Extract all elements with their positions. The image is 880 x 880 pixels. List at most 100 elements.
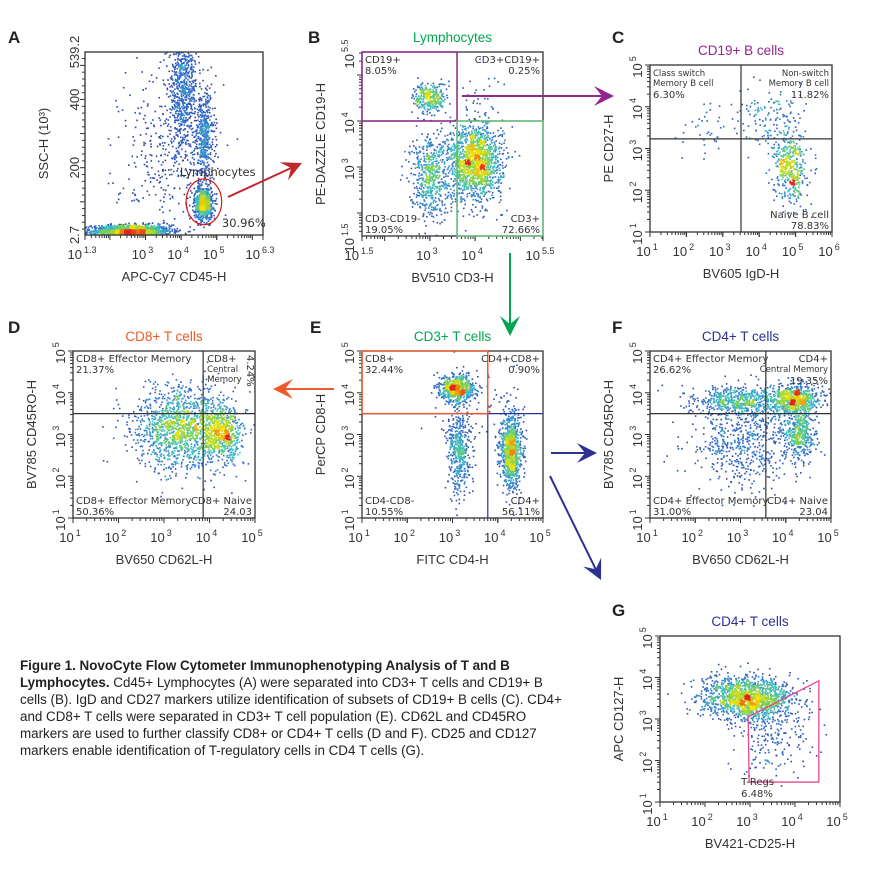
data-point	[451, 153, 454, 155]
data-point	[168, 151, 170, 154]
data-point	[495, 167, 498, 169]
data-point	[423, 95, 425, 97]
data-point	[195, 198, 197, 201]
data-point	[186, 58, 188, 61]
data-point	[142, 89, 145, 91]
data-point	[483, 215, 485, 218]
data-point	[499, 169, 501, 172]
data-point	[199, 192, 201, 194]
data-point	[168, 169, 170, 171]
data-point	[210, 207, 213, 209]
data-point	[478, 139, 481, 142]
data-point	[169, 86, 171, 88]
data-point	[206, 166, 208, 169]
data-point	[203, 213, 206, 216]
data-point	[87, 226, 90, 229]
data-point	[447, 183, 450, 185]
data-point	[441, 95, 443, 98]
data-point	[171, 228, 173, 231]
data-point	[500, 176, 502, 178]
data-point	[439, 151, 441, 153]
data-point	[175, 150, 178, 153]
data-point	[499, 190, 501, 193]
data-point	[174, 116, 176, 119]
data-point	[94, 229, 97, 231]
data-point	[480, 135, 483, 137]
data-point	[431, 162, 433, 165]
data-point	[425, 203, 428, 206]
data-point	[489, 143, 492, 146]
data-point	[200, 125, 203, 128]
data-point	[458, 192, 461, 194]
data-point	[180, 99, 183, 102]
data-point	[172, 224, 175, 226]
data-point	[208, 101, 210, 103]
data-point	[444, 143, 447, 145]
data-point	[190, 83, 193, 85]
data-point	[216, 122, 218, 124]
data-point	[200, 116, 203, 118]
data-point	[180, 67, 182, 70]
data-point	[426, 186, 428, 188]
data-point	[491, 136, 494, 139]
data-point	[200, 88, 203, 90]
data-point	[415, 151, 418, 154]
data-point	[159, 177, 162, 179]
data-point	[170, 138, 173, 140]
data-point	[207, 210, 209, 212]
data-point	[142, 118, 145, 120]
data-point	[491, 180, 493, 183]
data-point	[428, 138, 431, 141]
data-point	[492, 145, 495, 148]
data-point	[167, 135, 169, 138]
data-point	[170, 109, 173, 111]
data-point	[477, 141, 479, 144]
data-point	[128, 164, 130, 166]
data-point	[496, 187, 498, 189]
data-point	[133, 233, 135, 235]
data-point	[461, 198, 464, 200]
data-point	[412, 140, 414, 143]
data-point	[161, 206, 163, 208]
data-point	[430, 95, 433, 98]
data-point	[161, 226, 164, 228]
data-point	[192, 209, 194, 212]
data-point	[187, 139, 189, 142]
data-point	[484, 176, 487, 179]
data-point	[100, 226, 102, 229]
data-point	[177, 230, 179, 233]
data-point	[457, 184, 460, 186]
data-point	[458, 132, 461, 135]
data-point	[474, 140, 477, 143]
data-point	[468, 213, 471, 216]
data-point	[182, 118, 184, 121]
data-point	[435, 174, 437, 177]
data-point	[199, 72, 201, 75]
data-point	[459, 153, 462, 155]
data-point	[470, 209, 473, 211]
data-point	[159, 229, 161, 232]
data-point	[445, 88, 448, 91]
data-point	[480, 127, 482, 129]
data-point	[203, 142, 206, 144]
data-point	[436, 86, 439, 88]
data-point	[493, 142, 496, 144]
data-point	[446, 211, 449, 214]
data-point	[177, 135, 179, 138]
data-point	[209, 182, 212, 184]
data-point	[165, 52, 168, 54]
data-point	[201, 140, 203, 143]
data-point	[140, 230, 142, 232]
data-point	[186, 87, 189, 90]
data-point	[180, 127, 182, 130]
data-point	[205, 208, 208, 211]
data-point	[490, 159, 493, 162]
data-point	[489, 176, 491, 178]
data-point	[199, 130, 202, 132]
data-point	[207, 105, 210, 108]
data-point	[458, 148, 460, 151]
data-point	[491, 197, 494, 199]
data-point	[120, 232, 123, 234]
data-point	[95, 230, 97, 232]
data-point	[438, 165, 440, 167]
